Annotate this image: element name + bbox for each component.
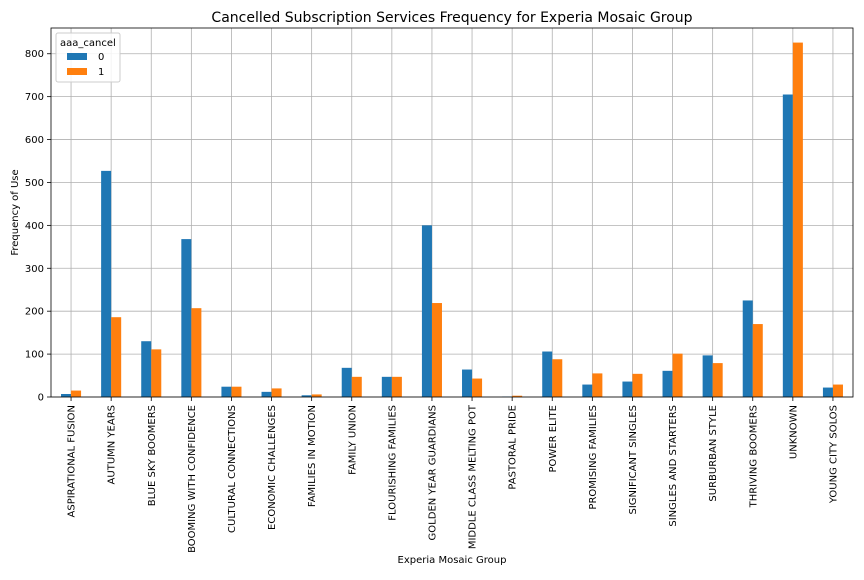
bar-series-0 <box>823 388 833 397</box>
bar-series-1 <box>472 379 482 397</box>
bar-series-0 <box>542 352 552 397</box>
bar-series-0 <box>422 225 432 397</box>
legend: aaa_cancel 0 1 <box>56 33 120 82</box>
x-tick-label: FAMILIES IN MOTION <box>307 405 318 507</box>
chart-title: Cancelled Subscription Services Frequenc… <box>211 10 692 26</box>
bar-series-0 <box>663 371 673 397</box>
y-tick-label: 800 <box>25 49 44 60</box>
bar-series-0 <box>582 385 592 397</box>
bar-series-1 <box>432 303 442 397</box>
bar-series-1 <box>111 317 121 397</box>
bar-series-1 <box>231 387 241 397</box>
bar-series-1 <box>632 374 642 397</box>
bar-series-0 <box>262 392 272 397</box>
bar-series-0 <box>382 377 392 397</box>
x-tick-label: THRIVING BOOMERS <box>748 405 759 508</box>
x-tick-label: POWER ELITE <box>548 405 559 473</box>
x-tick-label: ECONOMIC CHALLENGES <box>267 405 278 530</box>
legend-label-1: 1 <box>98 67 104 78</box>
bar-series-1 <box>793 43 803 397</box>
x-tick-label: UNKNOWN <box>788 405 799 459</box>
bar-series-1 <box>713 363 723 397</box>
bar-series-1 <box>151 349 161 397</box>
x-tick-label: BLUE SKY BOOMERS <box>147 405 158 506</box>
y-tick-label: 200 <box>25 307 44 318</box>
x-tick-label: FAMILY UNION <box>347 405 358 475</box>
grid <box>51 28 853 397</box>
y-tick-label: 0 <box>38 393 44 404</box>
bar-series-0 <box>61 394 71 397</box>
bar-series-0 <box>181 239 191 397</box>
bar-series-0 <box>462 370 472 397</box>
y-axis-label: Frequency of Use <box>10 169 21 255</box>
bar-series-0 <box>141 341 151 397</box>
x-tick-label: SIGNIFICANT SINGLES <box>628 405 639 515</box>
y-tick-label: 400 <box>25 221 44 232</box>
x-tick-label: YOUNG CITY SOLOS <box>828 405 839 504</box>
legend-swatch-0 <box>67 53 87 60</box>
bar-series-1 <box>71 391 81 397</box>
y-tick-label: 700 <box>25 92 44 103</box>
bar-series-1 <box>833 385 843 397</box>
x-tick-label: ASPIRATIONAL FUSION <box>67 405 78 518</box>
bar-series-0 <box>342 368 352 397</box>
y-tick-label: 500 <box>25 178 44 189</box>
x-axis-ticks: ASPIRATIONAL FUSION AUTUMN YEARS BLUE SKY … <box>67 397 840 553</box>
x-tick-label: GOLDEN YEAR GUARDIANS <box>427 405 438 540</box>
x-tick-label: BOOMING WITH CONFIDENCE <box>187 405 198 553</box>
bar-series-1 <box>592 373 602 397</box>
x-tick-label: PASTORAL PRIDE <box>508 405 519 490</box>
bar-series-0 <box>743 300 753 397</box>
x-axis-label: Experia Mosaic Group <box>398 555 507 566</box>
bar-series-1 <box>191 308 201 397</box>
y-tick-label: 600 <box>25 135 44 146</box>
bar-series-0 <box>622 382 632 397</box>
plot-frame <box>51 28 853 397</box>
x-tick-label: MIDDLE CLASS MELTING POT <box>468 404 479 549</box>
y-axis-ticks: 0 100 200 300 400 500 600 700 800 <box>25 49 51 403</box>
bar-series-1 <box>272 388 282 397</box>
y-tick-label: 100 <box>25 350 44 361</box>
x-tick-label: SURBURBAN STYLE <box>708 405 719 502</box>
bar-series-1 <box>753 324 763 397</box>
legend-label-0: 0 <box>98 52 104 63</box>
bar-series-1 <box>392 377 402 397</box>
bar-series-1 <box>552 359 562 397</box>
x-tick-label: CULTURAL CONNECTIONS <box>227 405 238 533</box>
legend-title: aaa_cancel <box>60 38 116 49</box>
x-tick-label: SINGLES AND STARTERS <box>668 405 679 527</box>
bar-series-1 <box>673 354 683 397</box>
bar-series-0 <box>703 355 713 397</box>
bar-series-0 <box>101 171 111 397</box>
x-tick-label: AUTUMN YEARS <box>107 405 118 484</box>
y-tick-label: 300 <box>25 264 44 275</box>
legend-swatch-1 <box>67 68 87 75</box>
bar-series-1 <box>352 377 362 397</box>
bar-series-0 <box>783 95 793 397</box>
x-tick-label: PROMISING FAMILIES <box>588 405 599 510</box>
bar-series-0 <box>221 387 231 397</box>
bars <box>61 43 843 397</box>
x-tick-label: FLOURISHING FAMILIES <box>387 405 398 521</box>
